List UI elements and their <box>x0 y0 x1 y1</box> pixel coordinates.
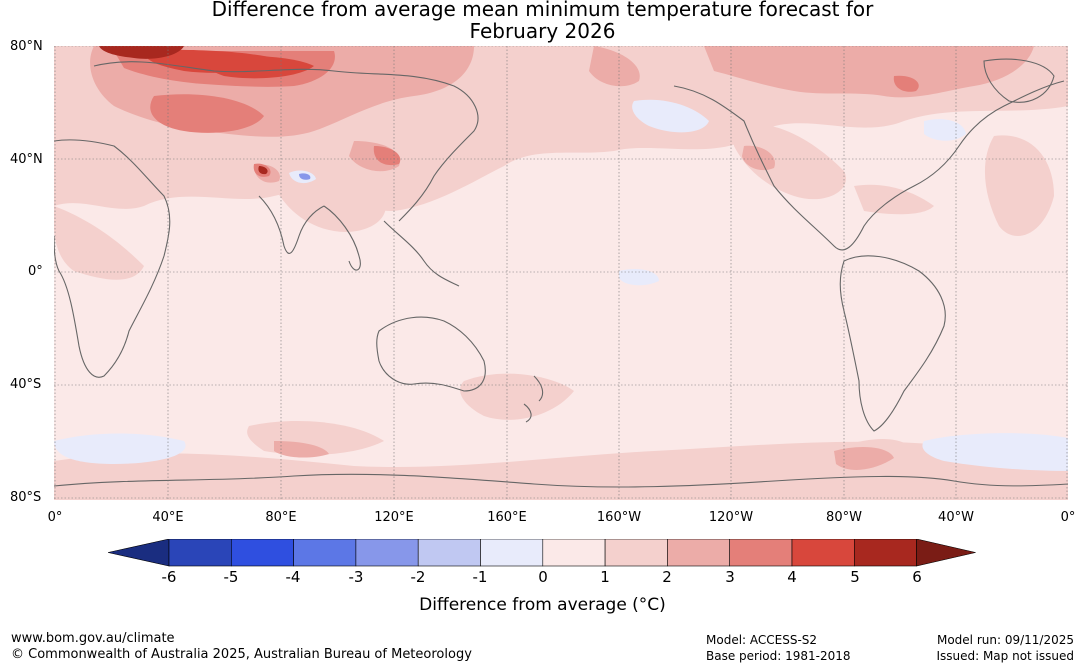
map-title-line1: Difference from average mean minimum tem… <box>211 0 874 21</box>
coastline-greenland <box>983 58 1055 103</box>
lon-label-160e: 160°E <box>487 510 527 525</box>
colorbar-tick-minus2: -2 <box>410 568 426 586</box>
colorbar-cell <box>729 539 793 567</box>
colorbar-tick-2: 2 <box>662 568 672 586</box>
colorbar-tick-3: 3 <box>725 568 735 586</box>
coastline-new-zealand <box>523 375 544 423</box>
anomaly-band-cool <box>54 99 1068 471</box>
anomaly-band-5-6 <box>99 46 268 175</box>
colorbar-arrow-max <box>916 539 976 567</box>
coastline-antarctica <box>54 473 1068 488</box>
footer-model: Model: ACCESS-S2 <box>706 633 818 647</box>
footer-model-run: Model run: 09/11/2025 <box>936 633 1074 647</box>
lon-label-0-right: 0° <box>1060 510 1076 525</box>
colorbar-cell <box>417 539 481 567</box>
colorbar-tick-minus6: -6 <box>161 568 177 586</box>
colorbar-cell <box>355 539 419 567</box>
lon-label-40e: 40°E <box>152 510 184 525</box>
colorbar-cell <box>480 539 544 567</box>
colorbar-cell <box>791 539 855 567</box>
graticule <box>54 46 1068 500</box>
lat-label-equator: 0° <box>28 264 43 279</box>
coastline-africa <box>54 139 171 378</box>
lon-label-120w: 120°W <box>708 510 754 525</box>
colorbar-cell <box>604 539 668 567</box>
lat-label-80s: 80°S <box>10 490 42 505</box>
colorbar-tick-5: 5 <box>850 568 860 586</box>
colorbar-arrow-min <box>108 539 170 567</box>
coastline-se-asia <box>323 205 460 287</box>
coastline-south-america <box>839 255 946 432</box>
lat-label-80n: 80°N <box>10 39 43 54</box>
lon-label-40w: 40°W <box>938 510 974 525</box>
colorbar-tick-minus4: -4 <box>285 568 301 586</box>
colorbar-cell <box>853 539 917 567</box>
footer-base-period: Base period: 1981-2018 <box>706 649 851 663</box>
colorbar-label: Difference from average (°C) <box>419 595 666 615</box>
colorbar-tick-1: 1 <box>600 568 610 586</box>
colorbar-tick-minus3: -3 <box>348 568 364 586</box>
anomaly-band-4-5 <box>144 49 314 79</box>
lon-label-0-left: 0° <box>47 510 63 525</box>
footer-copyright: © Commonwealth of Australia 2025, Austra… <box>11 647 472 662</box>
anomaly-band-cold-core <box>299 173 311 180</box>
coastline-india <box>258 195 325 254</box>
colorbar-cell <box>168 539 232 567</box>
colorbar-cell <box>293 539 357 567</box>
colorbar-tick-minus1: -1 <box>472 568 488 586</box>
map-title-line2: February 2026 <box>469 19 616 43</box>
colorbar-tick-minus5: -5 <box>223 568 239 586</box>
colorbar-cell <box>667 539 731 567</box>
lon-label-80w: 80°W <box>826 510 862 525</box>
coastline-eurasia-north <box>93 61 479 222</box>
lat-label-40s: 40°S <box>10 377 42 392</box>
temperature-anomaly-map <box>54 46 1068 500</box>
colorbar-cell <box>542 539 606 567</box>
lon-label-80e: 80°E <box>265 510 297 525</box>
colorbar <box>108 539 976 567</box>
footer-url: www.bom.gov.au/climate <box>11 631 175 646</box>
lon-label-160w: 160°W <box>596 510 642 525</box>
coastlines <box>54 58 1068 488</box>
footer-issued: Issued: Map not issued <box>936 649 1074 663</box>
lon-label-120e: 120°E <box>374 510 414 525</box>
coastline-north-america <box>673 80 1065 251</box>
colorbar-tick-0: 0 <box>538 568 548 586</box>
coastline-australia <box>376 316 486 392</box>
colorbar-cell <box>231 539 294 567</box>
colorbar-tick-4: 4 <box>787 568 797 586</box>
colorbar-tick-6: 6 <box>912 568 922 586</box>
lat-label-40n: 40°N <box>10 152 43 167</box>
